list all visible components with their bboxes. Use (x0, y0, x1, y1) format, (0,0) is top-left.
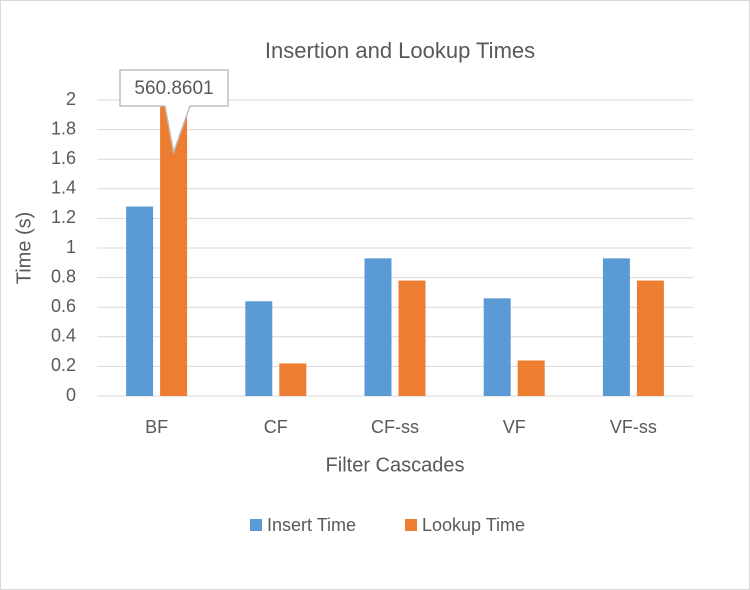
callout-box (119, 69, 229, 155)
x-tick-label: VF-ss (610, 417, 657, 437)
bar (398, 280, 426, 396)
y-tick-label: 1 (66, 237, 76, 257)
y-tick-label: 0 (66, 385, 76, 405)
x-tick-label: BF (145, 417, 168, 437)
y-tick-label: 0.8 (51, 266, 76, 286)
bar (602, 258, 630, 396)
data-label: 560.8601 (134, 78, 213, 99)
x-tick-label: CF-ss (371, 417, 419, 437)
bar (636, 280, 664, 396)
y-tick-label: 0.2 (51, 355, 76, 375)
y-tick-label: 1.4 (51, 178, 76, 198)
y-tick-label: 2 (66, 89, 76, 109)
plot-area (126, 100, 664, 396)
legend-swatch (405, 519, 417, 531)
y-tick-label: 1.6 (51, 148, 76, 168)
bar (126, 206, 154, 396)
y-axis-title: Time (s) (13, 212, 35, 285)
x-tick-label: CF (264, 417, 288, 437)
legend-swatch (250, 519, 262, 531)
y-tick-label: 0.6 (51, 296, 76, 316)
y-tick-label: 0.4 (51, 326, 76, 346)
y-tick-label: 1.8 (51, 118, 76, 138)
x-axis-title: Filter Cascades (326, 454, 465, 476)
legend-label: Lookup Time (422, 515, 525, 535)
bar (483, 298, 511, 396)
bar (279, 363, 307, 396)
x-tick-label: VF (503, 417, 526, 437)
y-tick-label: 1.2 (51, 207, 76, 227)
chart-title: Insertion and Lookup Times (265, 38, 535, 63)
bar (364, 258, 392, 396)
legend-label: Insert Time (267, 515, 356, 535)
bar (245, 301, 273, 396)
bar (517, 360, 545, 396)
